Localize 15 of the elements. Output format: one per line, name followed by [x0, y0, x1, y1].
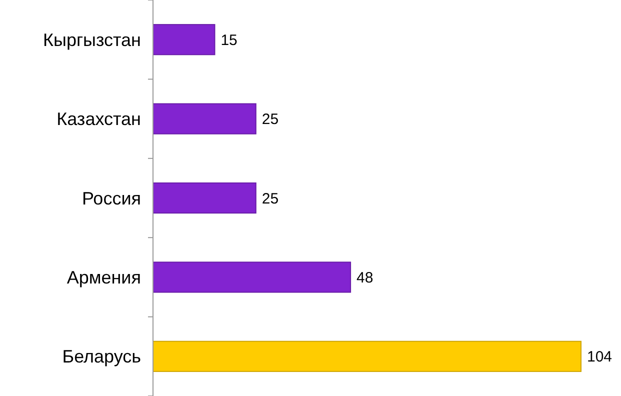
- data-label: 15: [220, 32, 238, 49]
- y-tick-label: Кыргызстан: [43, 30, 141, 50]
- bar: [152, 103, 256, 134]
- bar: [152, 24, 216, 56]
- data-label: 25: [262, 111, 279, 128]
- y-tick-label: Казахстан: [56, 109, 141, 130]
- y-tick-label: Беларусь: [62, 346, 141, 367]
- data-label: 48: [356, 269, 374, 286]
- data-label: 25: [262, 190, 279, 208]
- data-label: 104: [587, 348, 612, 366]
- bar: [152, 340, 582, 372]
- y-tick-label: Армения: [66, 268, 141, 288]
- bar: [152, 182, 256, 214]
- bar: [152, 262, 352, 293]
- y-tick-label: Россия: [82, 188, 141, 208]
